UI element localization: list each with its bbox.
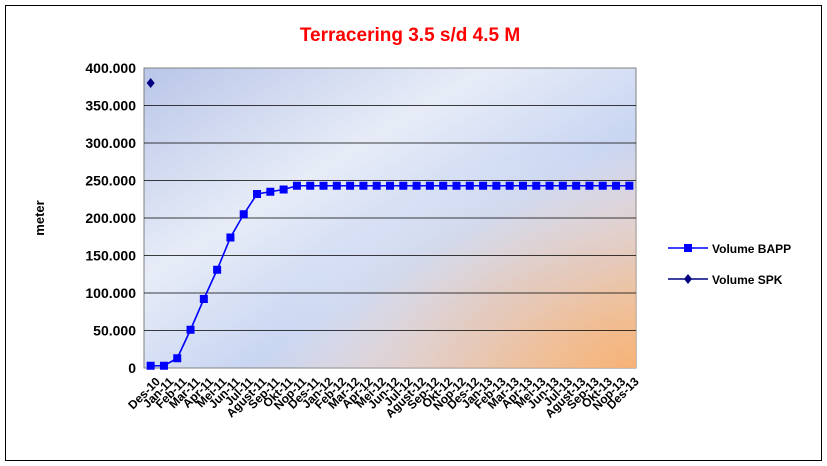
legend-item: Volume SPK [668, 273, 783, 287]
y-axis-ticks: 0 50.000 100.000 150.000 200.000 250.000 300.0… [85, 60, 136, 376]
legend-marker [684, 244, 692, 252]
data-point [452, 181, 461, 190]
data-point [465, 181, 474, 190]
data-point [359, 181, 368, 190]
data-point [239, 210, 248, 219]
data-point [386, 181, 394, 190]
chart-frame: Terracering 3.5 s/d 4.5 M meter 0 50.000 1… [5, 5, 822, 461]
data-point [425, 181, 434, 190]
data-point [226, 233, 235, 242]
data-point [532, 181, 541, 190]
data-point [266, 187, 275, 196]
data-point [439, 181, 448, 190]
legend-label: Volume SPK [712, 273, 783, 287]
legend-label: Volume BAPP [712, 242, 791, 256]
legend: Volume BAPP Volume SPK [668, 242, 791, 287]
y-tick-label: 300.000 [85, 135, 136, 151]
data-point [518, 181, 527, 190]
data-point [612, 181, 621, 190]
data-point [146, 361, 155, 370]
data-point [199, 295, 208, 303]
data-point [306, 181, 315, 190]
data-point [558, 181, 567, 190]
data-point [253, 190, 262, 198]
y-tick-label: 400.000 [85, 60, 136, 76]
data-point [479, 181, 488, 190]
y-tick-label: 150.000 [85, 248, 136, 264]
data-point [332, 181, 341, 190]
chart-title: Terracering 3.5 s/d 4.5 M [300, 25, 520, 46]
plot-area: 0 50.000 100.000 150.000 200.000 250.000 300.0… [85, 60, 642, 421]
data-point [213, 265, 222, 274]
data-point [173, 354, 182, 363]
data-point [372, 181, 381, 190]
data-point [412, 181, 421, 190]
x-axis-ticks: Des-10Jan-11Feb-11Mar-11Apr-11Mei-11Jun-… [125, 374, 642, 420]
data-point [625, 181, 634, 190]
y-tick-label: 250.000 [85, 173, 136, 189]
legend-marker [684, 274, 692, 284]
data-point [572, 181, 581, 190]
data-point [292, 181, 301, 190]
data-point [159, 361, 168, 370]
data-point [279, 185, 288, 194]
data-point [545, 181, 554, 190]
data-point [505, 181, 514, 190]
data-point [492, 181, 501, 190]
data-point [399, 181, 408, 190]
y-tick-label: 50.000 [93, 323, 136, 339]
grid-lines [144, 105, 636, 331]
data-point [585, 181, 594, 190]
data-point [319, 181, 328, 190]
series-points [146, 78, 634, 370]
chart: Terracering 3.5 s/d 4.5 M meter 0 50.000 1… [32, 25, 791, 421]
y-tick-label: 200.000 [85, 210, 136, 226]
y-tick-label: 350.000 [85, 98, 136, 114]
data-point [186, 325, 195, 334]
y-tick-label: 100.000 [85, 285, 136, 301]
data-point [598, 181, 607, 190]
data-point [346, 181, 355, 190]
data-point [146, 78, 155, 88]
legend-item: Volume BAPP [668, 242, 791, 256]
y-axis-label: meter [32, 200, 47, 235]
y-tick-label: 0 [128, 360, 136, 376]
